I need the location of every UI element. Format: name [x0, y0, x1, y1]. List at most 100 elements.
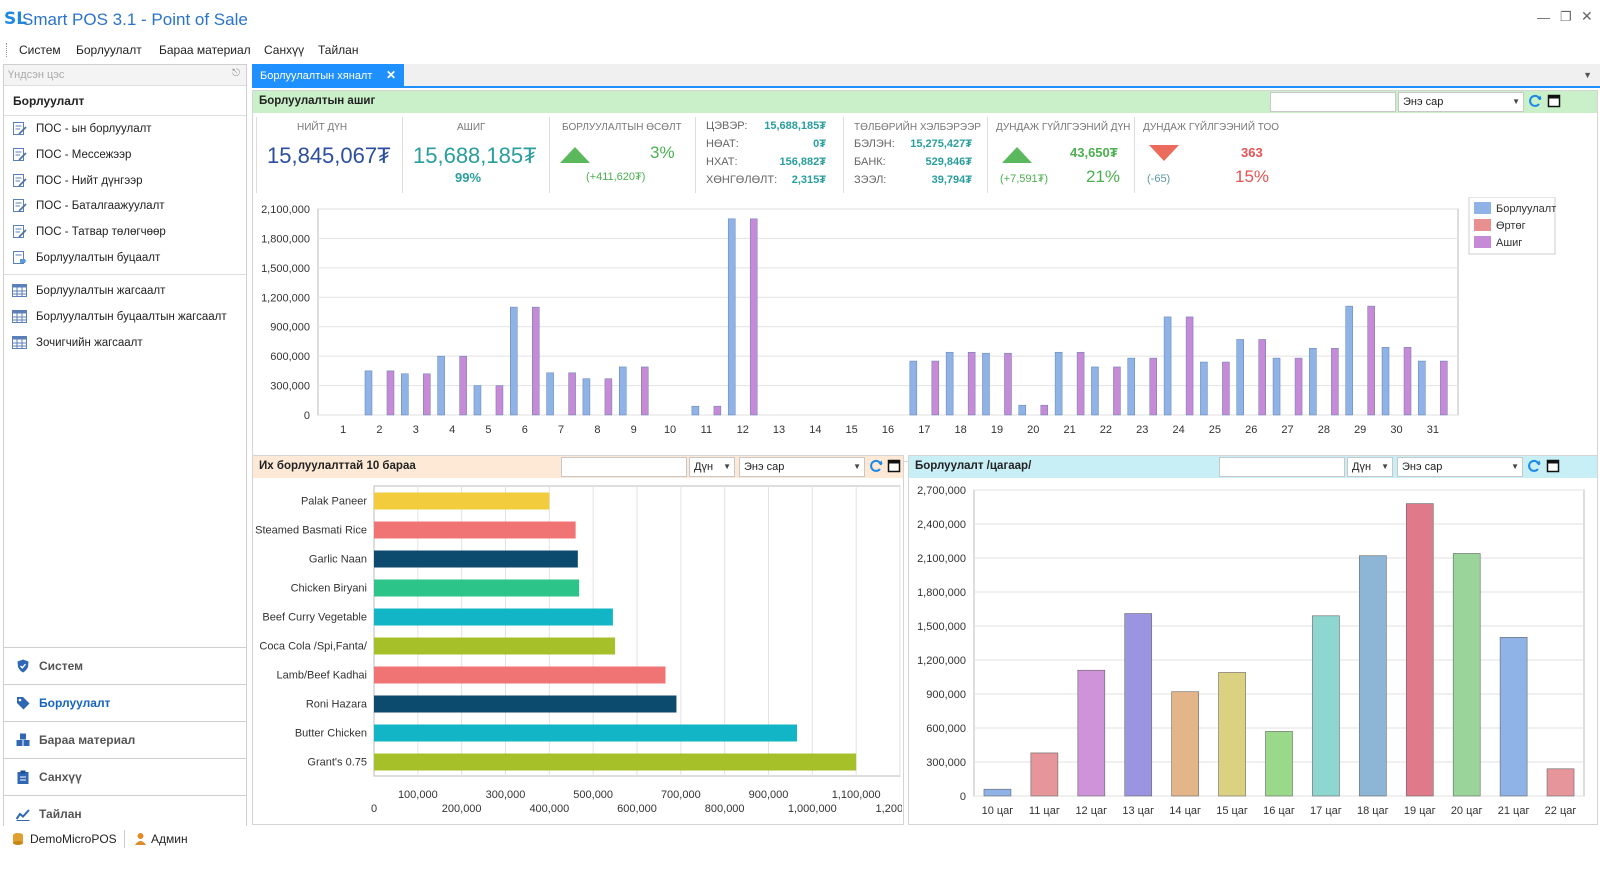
- y-tick-label: 300,000: [926, 757, 966, 769]
- x-tick-label: 0: [371, 803, 377, 815]
- x-tick-label: 400,000: [529, 803, 569, 815]
- search-input[interactable]: [1270, 92, 1396, 112]
- bar-Борлуулалт: [1018, 404, 1027, 416]
- y-tick-label: Garlic Naan: [309, 554, 367, 566]
- tag-icon: [17, 697, 30, 710]
- bar: [1452, 553, 1481, 797]
- period-select[interactable]: Энэ сар ▼: [1398, 92, 1524, 112]
- nav-label: Бараа материал: [39, 733, 136, 747]
- menu-system[interactable]: Систем: [19, 43, 61, 57]
- bar-Ашиг: [1222, 361, 1230, 416]
- grid-icon: [12, 336, 27, 349]
- status-divider: [124, 830, 125, 848]
- bar-Борлуулалт: [1200, 361, 1208, 416]
- kpi-title: БОРЛУУЛАЛТЫН ӨСӨЛТ: [562, 122, 682, 133]
- sidebar-item-pos-confirm[interactable]: ПОС - Баталгаажуулалт: [10, 195, 242, 219]
- nav-label: Тайлан: [39, 807, 82, 821]
- period-select[interactable]: Энэ сар ▼: [1397, 457, 1523, 477]
- menu-finance[interactable]: Санхүү: [264, 43, 305, 57]
- maximize-icon[interactable]: [887, 459, 901, 473]
- bar: [1171, 691, 1199, 797]
- bar-Ашиг: [1331, 348, 1339, 416]
- close-icon[interactable]: ✕: [386, 68, 397, 82]
- legend-swatch: [1474, 202, 1491, 214]
- tab-sales-monitor[interactable]: Борлуулалтын хяналт ✕: [252, 64, 404, 88]
- legend-label: Өртөг: [1496, 220, 1526, 232]
- restore-icon[interactable]: ❐: [1560, 9, 1572, 24]
- y-tick-label: 1,500,000: [261, 263, 310, 275]
- metric-select[interactable]: Дүн ▼: [1347, 457, 1393, 477]
- sidebar-item-return-list[interactable]: Борлуулалтын буцаалтын жагсаалт: [10, 306, 242, 330]
- minimize-icon[interactable]: —: [1537, 10, 1550, 25]
- bar-Ашиг: [1076, 351, 1085, 416]
- close-icon[interactable]: ✕: [1581, 8, 1593, 24]
- x-tick-label: 2: [376, 424, 382, 436]
- bar: [1546, 768, 1575, 797]
- sidebar-item-sales-return[interactable]: Борлуулалтын буцаалт: [10, 247, 242, 271]
- nav-label: Систем: [39, 659, 83, 673]
- x-tick-label: 800,000: [705, 803, 745, 815]
- bar-Ашиг: [495, 385, 504, 416]
- bar-Ашиг: [532, 306, 540, 416]
- clipboard-icon: [17, 770, 29, 784]
- sidebar-item-label: ПОС - Баталгаажуулалт: [36, 200, 165, 212]
- bar: [1124, 613, 1153, 797]
- payment-value: 39,794₮: [931, 174, 972, 186]
- bar: [374, 695, 677, 713]
- payment-label: ЗЭЭЛ:: [854, 174, 887, 186]
- x-tick-label: 1,100,000: [832, 789, 881, 801]
- menu-reports[interactable]: Тайлан: [318, 43, 359, 57]
- pin-icon[interactable]: ⎋: [232, 68, 240, 79]
- status-bar: DemoMicroPOS Админ: [0, 826, 1600, 852]
- legend-label: Ашиг: [1496, 237, 1522, 249]
- period-select[interactable]: Энэ сар ▼: [739, 457, 865, 477]
- sidebar-item-label: ПОС - ын борлуулалт: [36, 123, 152, 135]
- sidebar-item-visitor-list[interactable]: Зочигчийн жагсаалт: [10, 332, 242, 356]
- tab-list-chevron-icon[interactable]: ▼: [1583, 70, 1592, 80]
- refresh-icon[interactable]: [1528, 94, 1542, 108]
- payment-label: БЭЛЭН:: [854, 138, 895, 150]
- nav-sales[interactable]: Борлуулалт: [4, 684, 246, 720]
- plot-area: [317, 208, 1459, 416]
- bar-Борлуулалт: [401, 373, 409, 416]
- sidebar-item-pos-total[interactable]: ПОС - Нийт дүнгээр: [10, 170, 242, 194]
- bar: [1312, 615, 1340, 797]
- x-tick-label: 16 цаг: [1263, 805, 1295, 817]
- sidebar-item-pos-sales[interactable]: ПОС - ын борлуулалт: [10, 118, 242, 142]
- refresh-icon[interactable]: [869, 459, 883, 473]
- x-tick-label: 25: [1209, 424, 1221, 436]
- grid-icon: [12, 284, 27, 297]
- search-input[interactable]: [561, 457, 687, 477]
- period-select-value: Энэ сар: [1402, 461, 1443, 473]
- y-tick-label: 600,000: [926, 723, 966, 735]
- x-tick-label: 500,000: [573, 789, 613, 801]
- x-tick-label: 200,000: [442, 803, 482, 815]
- menu-inventory[interactable]: Бараа материал: [159, 43, 251, 57]
- nav-reports[interactable]: Тайлан: [4, 795, 246, 831]
- bar: [1359, 555, 1387, 797]
- nav-inventory[interactable]: Бараа материал: [4, 721, 246, 757]
- sidebar-item-label: ПОС - Мессежээр: [36, 149, 132, 161]
- x-tick-label: 20: [1027, 424, 1039, 436]
- menu-sales[interactable]: Борлуулалт: [76, 43, 142, 57]
- x-tick-label: 1,000,000: [788, 803, 837, 815]
- bar-Ашиг: [423, 373, 431, 416]
- bar-Борлуулалт: [582, 378, 591, 416]
- sidebar-item-pos-message[interactable]: ПОС - Мессежээр: [10, 144, 242, 168]
- search-input[interactable]: [1219, 457, 1345, 477]
- sidebar-item-pos-taxpayer[interactable]: ПОС - Татвар төлөгчөөр: [10, 221, 242, 245]
- tax-value: 15,688,185₮: [764, 120, 826, 132]
- x-tick-label: 13 цаг: [1122, 805, 1154, 817]
- bar-Борлуулалт: [437, 355, 445, 416]
- x-tick-label: 12: [737, 424, 749, 436]
- bar-Борлуулалт: [1163, 316, 1172, 416]
- x-tick-label: 13: [773, 424, 785, 436]
- nav-system[interactable]: Систем: [4, 647, 246, 683]
- maximize-icon[interactable]: [1547, 94, 1561, 108]
- nav-finance[interactable]: Санхүү: [4, 758, 246, 794]
- metric-select[interactable]: Дүн ▼: [689, 457, 735, 477]
- maximize-icon[interactable]: [1546, 459, 1560, 473]
- sidebar-item-sales-list[interactable]: Борлуулалтын жагсаалт: [10, 280, 242, 304]
- refresh-icon[interactable]: [1527, 459, 1541, 473]
